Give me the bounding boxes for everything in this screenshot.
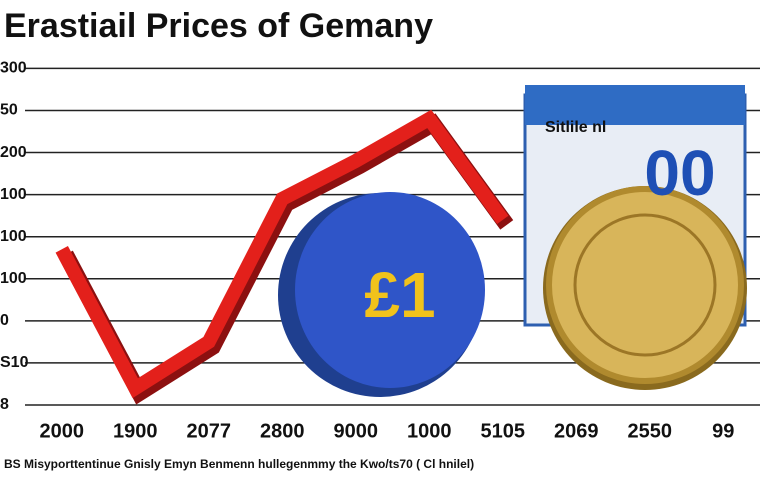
footnote: BS Misyporttentinue Gnisly Emyn Benmenn …: [4, 457, 474, 471]
chart-title: Erastiail Prices of Gemany: [4, 7, 433, 45]
y-tick-label: 100: [0, 270, 27, 287]
y-tick-label: 300: [0, 60, 27, 77]
y-tick-label: 50: [0, 102, 18, 119]
line: [55, 109, 509, 399]
can-top: [525, 85, 745, 125]
x-tick-label: 2800: [260, 420, 305, 442]
x-tick-label: 2550: [628, 420, 673, 442]
y-tick-label: 200: [0, 144, 27, 161]
y-tick-label: 100: [0, 228, 27, 245]
coin-symbol: £1: [364, 259, 435, 331]
x-tick-label: 2077: [187, 420, 232, 442]
coin-gold-ring: [573, 213, 717, 357]
x-tick-label: 5105: [481, 420, 526, 442]
x-tick-label: 1000: [407, 420, 452, 442]
coin-blue: [295, 192, 485, 388]
y-tick-label: S10: [0, 354, 29, 371]
x-tick-label: 9000: [334, 420, 379, 442]
illustration: [278, 85, 747, 397]
y-tick-label: 8: [0, 396, 9, 413]
x-tick-label: 2000: [40, 420, 85, 442]
y-tick-label: 0: [0, 312, 9, 329]
x-tick-label: 1900: [113, 420, 158, 442]
can-number: 00: [644, 137, 715, 209]
x-tick-label: 99: [712, 420, 734, 442]
y-tick-label: 100: [0, 186, 27, 203]
coin-gold: [546, 186, 744, 384]
x-tick-label: 2069: [554, 420, 599, 442]
can-label: Sitlile nl: [545, 119, 606, 136]
